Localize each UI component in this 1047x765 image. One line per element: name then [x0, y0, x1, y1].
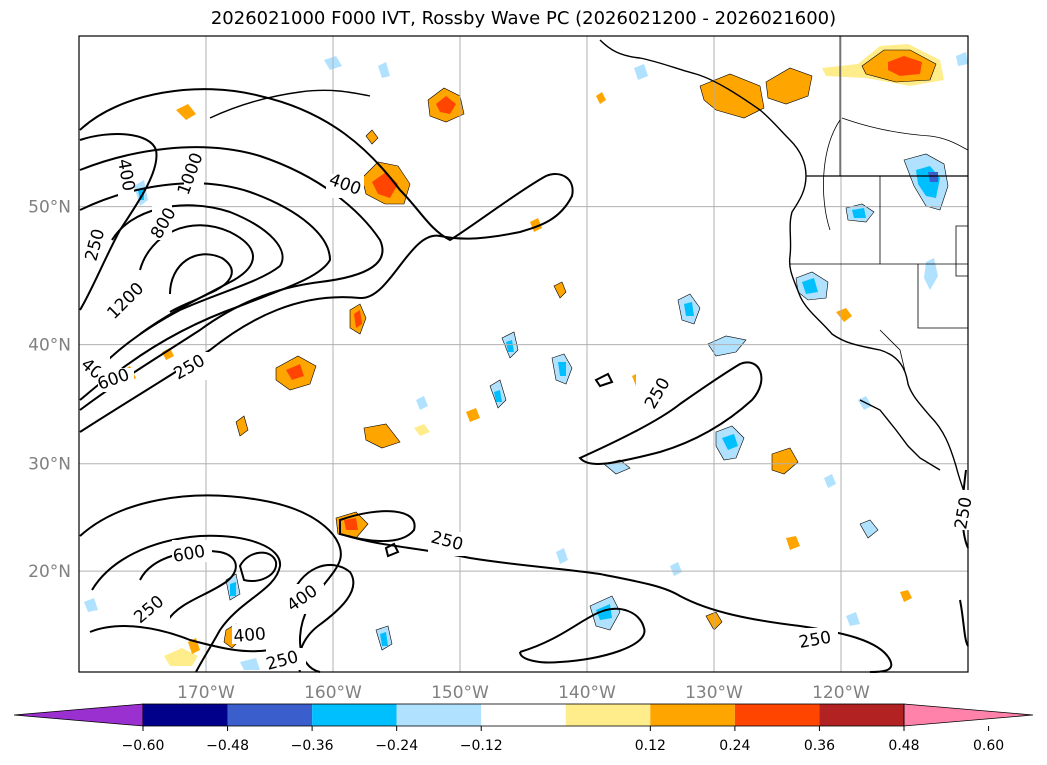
colorbar-outline [142, 703, 905, 727]
colorbar-tick-label: −0.12 [460, 738, 503, 754]
colorbar-tick-label: 0.48 [888, 738, 919, 754]
contour-label: 250 [951, 495, 976, 530]
contour-line [578, 361, 763, 465]
colorbar-segment [819, 704, 904, 726]
latitude-tick-label: 30°N [28, 455, 71, 475]
colorbar-tick-label: −0.36 [291, 738, 334, 754]
colorbar-extend-min [13, 703, 144, 727]
colorbar-tick-label: −0.60 [122, 738, 165, 754]
longitude-tick-label: 130°W [685, 683, 743, 703]
colorbar-tick-label: 0.12 [635, 738, 666, 754]
colorbar-segment [734, 704, 820, 726]
positive-anomaly-fills [120, 44, 944, 666]
colorbar-segment [481, 704, 566, 726]
contour-line [959, 599, 969, 647]
contour-line [79, 88, 574, 433]
contour-label: 600 [171, 542, 206, 567]
contour-line [79, 494, 342, 673]
longitude-tick-label: 150°W [431, 683, 489, 703]
contour-line [89, 625, 271, 653]
contour-line [519, 607, 646, 664]
coast-baja [859, 399, 941, 471]
contour-line [594, 372, 614, 388]
latitude-tick-label: 50°N [28, 198, 71, 218]
contour-label: 400 [113, 157, 138, 192]
page-title: 2026021000 F000 IVT, Rossby Wave PC (202… [210, 8, 837, 29]
border-state [879, 329, 909, 385]
longitude-tick-label: 140°W [558, 683, 616, 703]
latitude-tick-labels: 50°N 40°N 30°N 20°N [28, 198, 71, 583]
border-state [917, 264, 968, 329]
colorbar-tick-label: −0.24 [375, 738, 418, 754]
contour-line [169, 253, 233, 313]
latitude-tick-label: 40°N [28, 336, 71, 356]
contour-line [289, 563, 355, 673]
border-alaska [841, 117, 969, 151]
colorbar-tick-label: 0.60 [973, 738, 1004, 754]
contour-line [79, 133, 158, 311]
longitude-tick-labels: 170°W 160°W 150°W 140°W 130°W 120°W [177, 683, 870, 703]
colorbar-segment [565, 704, 651, 726]
lat-lon-gridlines [79, 36, 968, 672]
longitude-tick-label: 120°W [812, 683, 870, 703]
contour-line [384, 542, 400, 558]
contour-label: 400 [233, 624, 267, 647]
contour-line [347, 535, 893, 673]
border-state [823, 119, 841, 231]
colorbar-segment [396, 704, 482, 726]
coastline [209, 36, 969, 505]
negative-anomaly-fills [84, 52, 968, 670]
contour-line [139, 224, 254, 335]
colorbar-tick-label: 0.24 [719, 738, 750, 754]
contour-line [79, 146, 384, 411]
contour-labels: 400 1000 800 250 1200 400 600 250 400 25… [77, 150, 977, 675]
colorbar-segment [143, 704, 228, 726]
colorbar-tick-label: −0.48 [206, 738, 249, 754]
coast-north-america [599, 39, 969, 505]
colorbar-segment [227, 704, 313, 726]
longitude-tick-label: 170°W [177, 683, 235, 703]
contour-line [91, 534, 282, 673]
colorbar-extend-max [903, 703, 1034, 727]
coast-aleutians [209, 89, 371, 119]
ivt-anomaly-fills [84, 44, 968, 670]
colorbar-tick-label: 0.36 [804, 738, 835, 754]
colorbar-segment [312, 704, 397, 726]
latitude-tick-label: 20°N [28, 562, 71, 582]
map-frame [78, 35, 969, 673]
colorbar-segment [650, 704, 735, 726]
contour-line [238, 551, 278, 582]
longitude-tick-label: 160°W [304, 683, 362, 703]
contour-line [139, 550, 237, 621]
border-state [955, 225, 969, 277]
colorbar: −0.60 −0.48 −0.36 −0.24 −0.12 0.12 0.24 0.36 0.4… [13, 703, 1034, 754]
